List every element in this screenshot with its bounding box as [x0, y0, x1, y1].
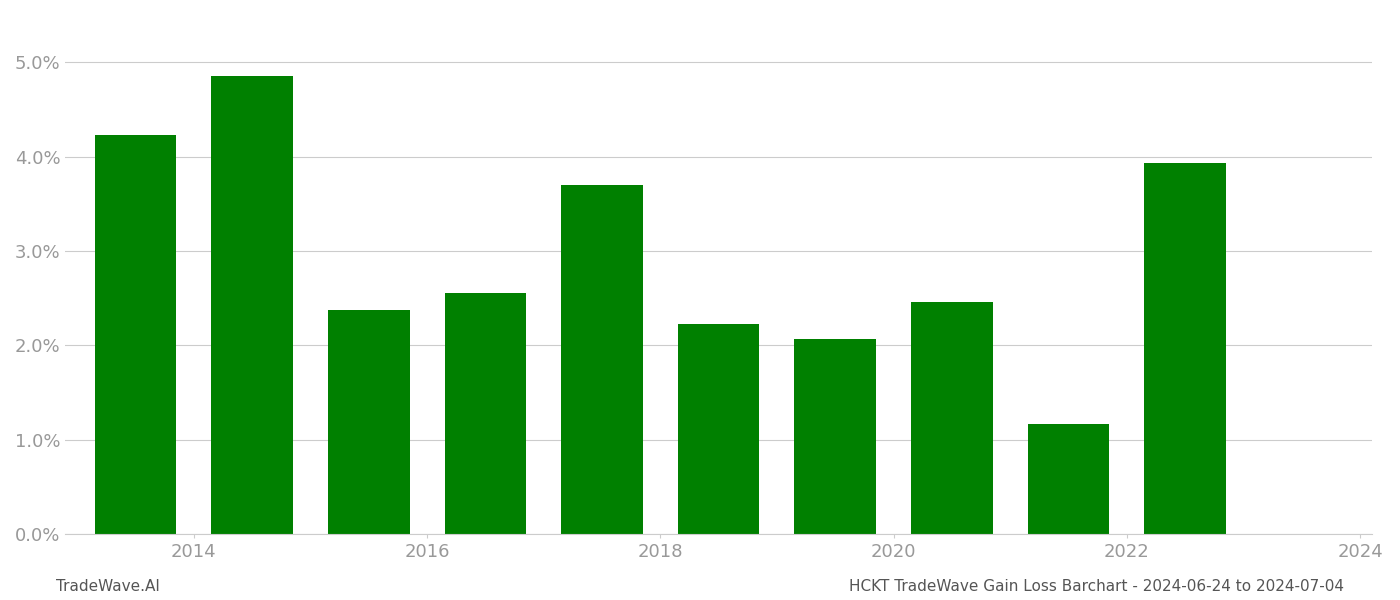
- Bar: [561, 185, 643, 534]
- Text: HCKT TradeWave Gain Loss Barchart - 2024-06-24 to 2024-07-04: HCKT TradeWave Gain Loss Barchart - 2024…: [848, 579, 1344, 594]
- Text: TradeWave.AI: TradeWave.AI: [56, 579, 160, 594]
- Bar: [445, 293, 526, 534]
- Bar: [794, 338, 876, 534]
- Bar: [95, 135, 176, 534]
- Bar: [1144, 163, 1226, 534]
- Bar: [211, 76, 293, 534]
- Bar: [911, 302, 993, 534]
- Bar: [678, 323, 759, 534]
- Bar: [328, 310, 410, 534]
- Bar: [1028, 424, 1109, 534]
